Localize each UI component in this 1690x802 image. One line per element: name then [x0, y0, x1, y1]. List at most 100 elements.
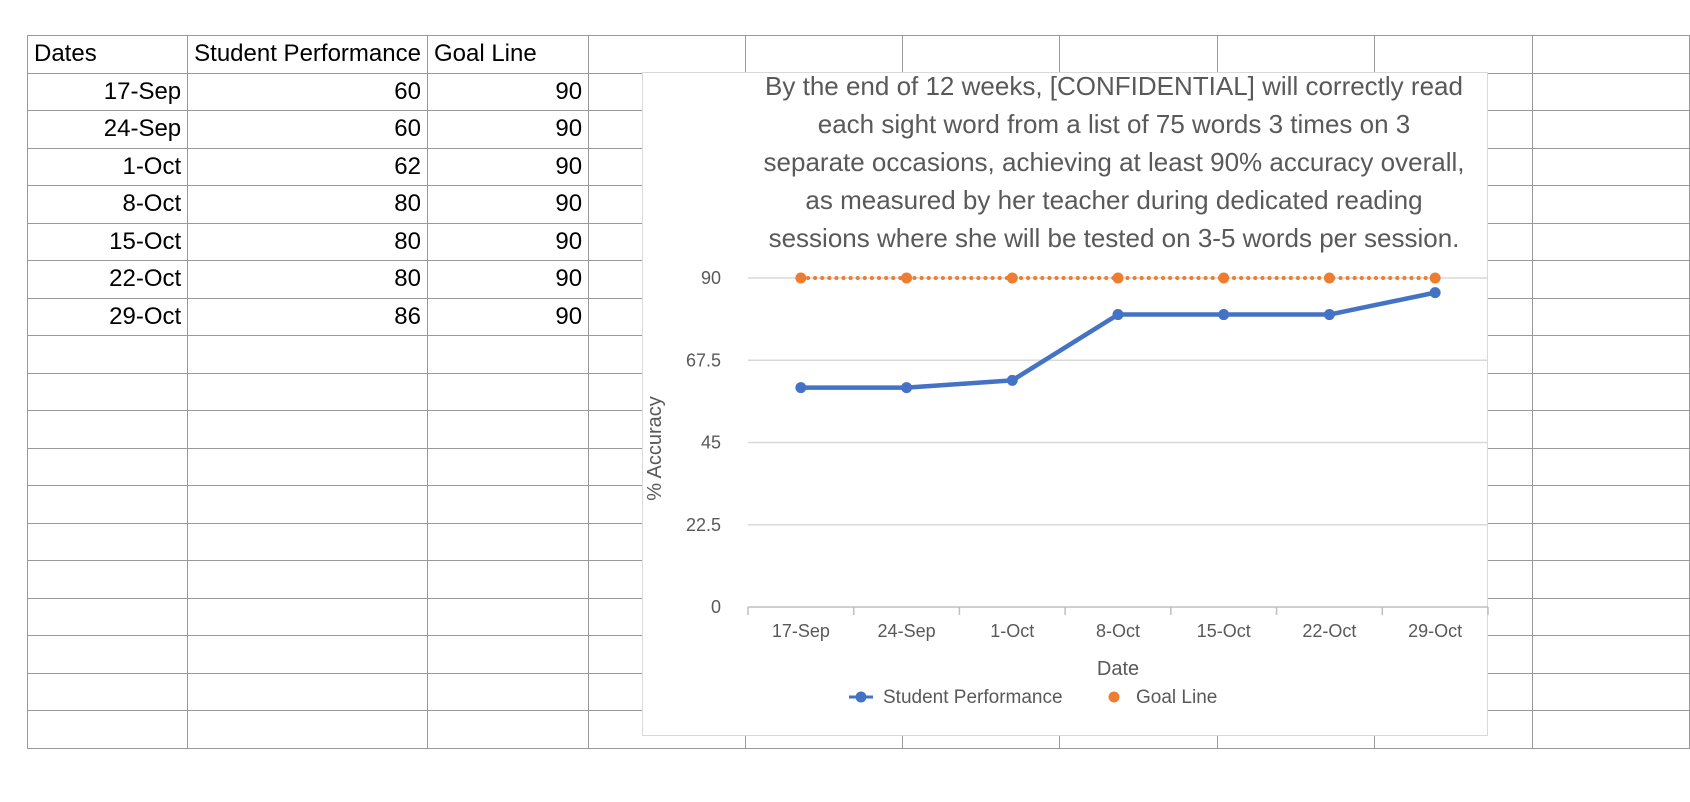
- goal-cell[interactable]: 90: [426, 72, 590, 111]
- empty-cell[interactable]: [426, 410, 590, 449]
- empty-cell[interactable]: [26, 372, 189, 411]
- empty-cell[interactable]: [1531, 297, 1690, 336]
- empty-cell[interactable]: [1531, 710, 1690, 749]
- empty-cell[interactable]: [426, 485, 590, 524]
- empty-cell[interactable]: [1531, 560, 1690, 599]
- data-point-goal-line: [901, 272, 913, 284]
- empty-cell[interactable]: [1531, 185, 1690, 224]
- goal-cell[interactable]: 90: [426, 110, 590, 149]
- empty-cell[interactable]: [1531, 335, 1690, 374]
- empty-cell[interactable]: [26, 672, 189, 711]
- date-cell[interactable]: 15-Oct: [26, 222, 189, 261]
- chart-canvas: By the end of 12 weeks, [CONFIDENTIAL] w…: [644, 73, 1489, 708]
- goal-cell[interactable]: 90: [426, 260, 590, 299]
- empty-cell[interactable]: [426, 335, 590, 374]
- performance-cell[interactable]: 80: [187, 260, 428, 299]
- x-tick-label: 1-Oct: [990, 621, 1034, 641]
- data-point-student-performance: [1112, 309, 1124, 321]
- empty-cell[interactable]: [187, 447, 428, 486]
- data-point-student-performance: [901, 382, 913, 394]
- empty-cell[interactable]: [1531, 635, 1690, 674]
- empty-cell[interactable]: [1531, 147, 1690, 186]
- empty-cell[interactable]: [588, 35, 747, 74]
- empty-cell[interactable]: [26, 635, 189, 674]
- date-cell[interactable]: 17-Sep: [26, 72, 189, 111]
- empty-cell[interactable]: [187, 560, 428, 599]
- date-cell[interactable]: 8-Oct: [26, 185, 189, 224]
- y-axis-title: % Accuracy: [644, 396, 666, 500]
- empty-cell[interactable]: [26, 560, 189, 599]
- date-cell[interactable]: 29-Oct: [26, 297, 189, 336]
- empty-cell[interactable]: [1216, 35, 1375, 74]
- column-header-cell[interactable]: Dates: [26, 35, 189, 74]
- empty-cell[interactable]: [187, 485, 428, 524]
- date-cell[interactable]: 1-Oct: [26, 147, 189, 186]
- performance-cell[interactable]: 60: [187, 72, 428, 111]
- y-tick-label: 0: [711, 597, 721, 617]
- column-header-cell[interactable]: Goal Line: [426, 35, 590, 74]
- empty-cell[interactable]: [745, 35, 904, 74]
- date-cell[interactable]: 24-Sep: [26, 110, 189, 149]
- empty-cell[interactable]: [426, 372, 590, 411]
- empty-cell[interactable]: [187, 597, 428, 636]
- date-cell[interactable]: 22-Oct: [26, 260, 189, 299]
- empty-cell[interactable]: [1531, 522, 1690, 561]
- empty-cell[interactable]: [1373, 35, 1533, 74]
- goal-cell[interactable]: 90: [426, 297, 590, 336]
- empty-cell[interactable]: [1531, 222, 1690, 261]
- empty-cell[interactable]: [1531, 72, 1690, 111]
- empty-cell[interactable]: [426, 522, 590, 561]
- goal-cell[interactable]: 90: [426, 185, 590, 224]
- empty-cell[interactable]: [26, 335, 189, 374]
- empty-cell[interactable]: [1531, 35, 1690, 74]
- x-tick-label: 8-Oct: [1096, 621, 1140, 641]
- header-row: Dates Student Performance Goal Line: [26, 35, 1690, 74]
- legend-label: Student Performance: [883, 687, 1063, 708]
- empty-cell[interactable]: [426, 447, 590, 486]
- empty-cell[interactable]: [187, 522, 428, 561]
- empty-cell[interactable]: [1531, 447, 1690, 486]
- empty-cell[interactable]: [1531, 372, 1690, 411]
- empty-cell[interactable]: [1531, 110, 1690, 149]
- empty-cell[interactable]: [426, 710, 590, 749]
- empty-cell[interactable]: [26, 447, 189, 486]
- x-axis-title: Date: [1097, 658, 1139, 680]
- empty-cell[interactable]: [187, 410, 428, 449]
- empty-cell[interactable]: [1531, 260, 1690, 299]
- performance-cell[interactable]: 86: [187, 297, 428, 336]
- empty-cell[interactable]: [187, 372, 428, 411]
- empty-cell[interactable]: [187, 335, 428, 374]
- empty-cell[interactable]: [426, 635, 590, 674]
- data-point-student-performance: [1218, 309, 1230, 321]
- empty-cell[interactable]: [26, 485, 189, 524]
- legend-marker: [855, 691, 867, 703]
- empty-cell[interactable]: [426, 597, 590, 636]
- performance-cell[interactable]: 62: [187, 147, 428, 186]
- empty-cell[interactable]: [1531, 672, 1690, 711]
- line-chart[interactable]: By the end of 12 weeks, [CONFIDENTIAL] w…: [642, 72, 1489, 736]
- empty-cell[interactable]: [1059, 35, 1218, 74]
- empty-cell[interactable]: [187, 635, 428, 674]
- empty-cell[interactable]: [187, 710, 428, 749]
- performance-cell[interactable]: 80: [187, 185, 428, 224]
- goal-cell[interactable]: 90: [426, 147, 590, 186]
- empty-cell[interactable]: [26, 522, 189, 561]
- empty-cell[interactable]: [1531, 597, 1690, 636]
- series-line-student-performance: [800, 290, 1436, 390]
- legend-label: Goal Line: [1136, 687, 1217, 708]
- data-point-goal-line: [1429, 272, 1441, 284]
- empty-cell[interactable]: [426, 672, 590, 711]
- empty-cell[interactable]: [902, 35, 1061, 74]
- empty-cell[interactable]: [26, 597, 189, 636]
- column-header-cell[interactable]: Student Performance: [187, 35, 428, 74]
- empty-cell[interactable]: [187, 672, 428, 711]
- chart-title-line: separate occasions, achieving at least 9…: [764, 147, 1465, 177]
- empty-cell[interactable]: [426, 560, 590, 599]
- empty-cell[interactable]: [1531, 410, 1690, 449]
- empty-cell[interactable]: [26, 710, 189, 749]
- performance-cell[interactable]: 80: [187, 222, 428, 261]
- empty-cell[interactable]: [1531, 485, 1690, 524]
- goal-cell[interactable]: 90: [426, 222, 590, 261]
- performance-cell[interactable]: 60: [187, 110, 428, 149]
- empty-cell[interactable]: [26, 410, 189, 449]
